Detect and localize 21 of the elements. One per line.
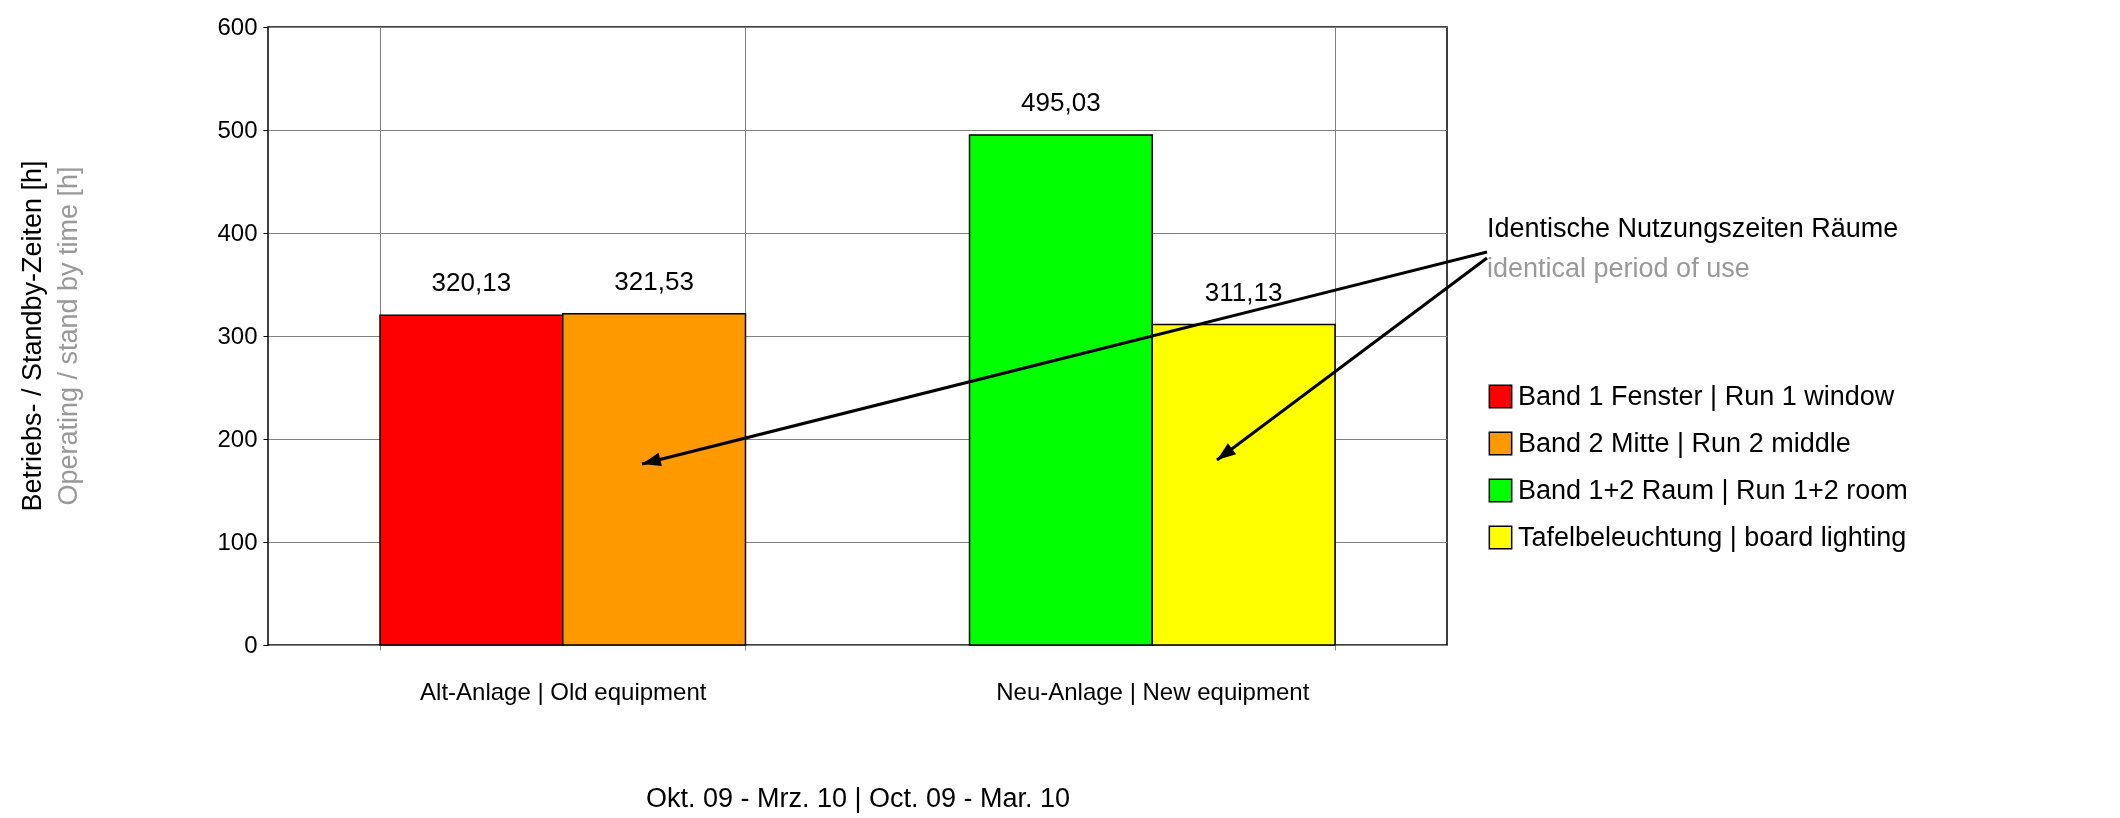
data-label: 495,03	[1021, 87, 1101, 118]
x-tick-label: Alt-Anlage | Old equipment	[420, 677, 707, 705]
x-tick-label: Neu-Anlage | New equipment	[996, 677, 1310, 705]
y-tick-label: 200	[217, 424, 258, 452]
y-axis-title: Betriebs- / Standby-Zeiten [h] Operating / stand by time [h]	[16, 160, 84, 512]
y-tick-label: 0	[244, 630, 258, 658]
text: Identische Nutzungszeiten Räume	[1487, 212, 1899, 245]
legend-label: Band 1 Fenster | Run 1 window	[1518, 380, 1895, 411]
data-label: 311,13	[1204, 276, 1283, 307]
data-label: 321,53	[614, 265, 694, 296]
legend-label: Band 2 Mitte | Run 2 middle	[1518, 427, 1851, 458]
legend-label: Tafelbeleuchtung | board lighting	[1518, 521, 1907, 552]
text: identical period of use	[1487, 252, 1751, 285]
legend-label: Band 1+2 Raum | Run 1+2 room	[1518, 474, 1908, 505]
y-tick-label: 400	[217, 218, 258, 246]
x-axis-title: Okt. 09 - Mrz. 10 | Oct. 09 - Mar. 10	[645, 782, 1071, 814]
y-tick-label: 500	[217, 115, 258, 143]
y-tick-label: 300	[217, 321, 258, 349]
data-label: 320,13	[431, 267, 512, 298]
y-tick-label: 100	[217, 527, 258, 555]
y-tick-label: 600	[217, 12, 258, 40]
